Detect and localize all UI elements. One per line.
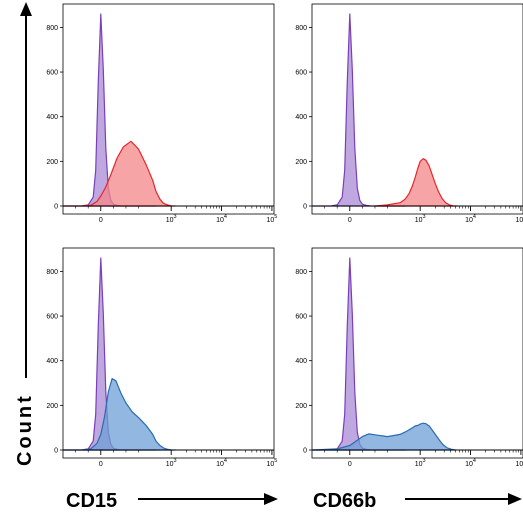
y-tick-label-top-left-200: 200	[46, 159, 58, 166]
y-tick-label-top-left-400: 400	[46, 114, 58, 121]
x-tick-label-bottom-left-3: 105	[266, 458, 277, 468]
x-tick-label-bottom-left-2: 104	[216, 458, 227, 468]
x-tick-label-bottom-left-0: 0	[99, 461, 103, 468]
y-tick-label-bottom-right-0: 0	[303, 448, 307, 455]
x-tick-label-top-right-2: 104	[465, 214, 476, 224]
y-tick-label-bottom-left-200: 200	[46, 403, 58, 410]
x-tick-label-bottom-right-2: 104	[465, 458, 476, 468]
plot-layer	[62, 13, 459, 451]
panel-frame-top-right	[311, 3, 523, 215]
y-tick-label-bottom-left-400: 400	[46, 358, 58, 365]
x-tick-label-top-right-1: 103	[415, 214, 426, 224]
y-tick-label-bottom-left-0: 0	[54, 448, 58, 455]
x-axis-arrow-left-head	[264, 493, 278, 505]
histogram-bottom-right-control	[311, 257, 406, 451]
panel-frame-bottom-left	[62, 247, 275, 459]
histogram-top-left-red	[62, 140, 176, 207]
y-tick-label-top-right-400: 400	[295, 114, 307, 121]
x-tick-label-top-left-3: 105	[266, 214, 277, 224]
y-tick-label-top-right-600: 600	[295, 70, 307, 77]
y-tick-label-top-right-0: 0	[303, 204, 307, 211]
x-tick-label-top-left-2: 104	[216, 214, 227, 224]
y-tick-label-top-right-200: 200	[295, 159, 307, 166]
y-tick-label-top-left-800: 800	[46, 25, 58, 32]
y-axis-title: Count	[14, 393, 36, 466]
y-tick-label-bottom-right-200: 200	[295, 403, 307, 410]
x-tick-label-bottom-left-1: 103	[166, 458, 177, 468]
histogram-bottom-right-blue	[311, 422, 456, 451]
y-tick-label-bottom-right-400: 400	[295, 358, 307, 365]
x-tick-label-top-left-0: 0	[99, 217, 103, 224]
y-axis-arrow-head	[20, 2, 32, 16]
y-tick-label-bottom-left-600: 600	[46, 314, 58, 321]
x-axis-title-left: CD15	[66, 490, 117, 512]
y-tick-label-bottom-left-800: 800	[46, 269, 58, 276]
y-tick-label-top-left-0: 0	[54, 204, 58, 211]
x-tick-label-bottom-right-1: 103	[415, 458, 426, 468]
histogram-bottom-left-blue	[62, 378, 176, 451]
x-tick-label-bottom-right-3: 105	[515, 458, 523, 468]
y-tick-label-bottom-right-600: 600	[295, 314, 307, 321]
y-tick-label-top-left-600: 600	[46, 70, 58, 77]
y-tick-label-bottom-right-800: 800	[295, 269, 307, 276]
histogram-top-right-control	[311, 13, 406, 207]
x-tick-label-bottom-right-0: 0	[348, 461, 352, 468]
x-axis-title-right: CD66b	[313, 490, 376, 512]
x-tick-label-top-left-1: 103	[166, 214, 177, 224]
x-tick-label-top-right-0: 0	[348, 217, 352, 224]
x-axis-arrow-right-head	[508, 493, 522, 505]
panel-frame-top-left	[62, 3, 275, 215]
histogram-top-right-red	[374, 158, 459, 207]
x-tick-label-top-right-3: 105	[515, 214, 523, 224]
panel-frame-bottom-right	[311, 247, 523, 459]
y-tick-label-top-right-800: 800	[295, 25, 307, 32]
axis-layer: 0 200 400 600 800 0 103 104 105 0 200 400 600 800 0 103…	[46, 25, 523, 468]
